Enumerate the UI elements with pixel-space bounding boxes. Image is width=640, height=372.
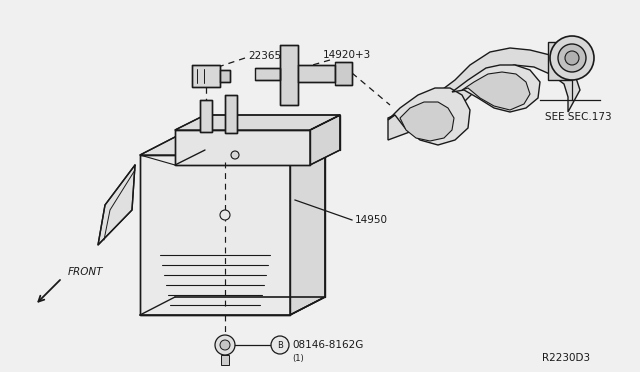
- Text: FRONT: FRONT: [68, 267, 104, 277]
- Text: 14950: 14950: [355, 215, 388, 225]
- Polygon shape: [290, 137, 325, 315]
- Text: SEE SEC.173: SEE SEC.173: [545, 112, 612, 122]
- Polygon shape: [221, 355, 229, 365]
- Text: 22365: 22365: [248, 51, 281, 61]
- Polygon shape: [298, 65, 335, 82]
- Polygon shape: [225, 95, 237, 133]
- Text: 08146-8162G: 08146-8162G: [292, 340, 364, 350]
- Polygon shape: [200, 100, 212, 132]
- Circle shape: [215, 335, 235, 355]
- Circle shape: [231, 151, 239, 159]
- Polygon shape: [255, 68, 280, 80]
- Polygon shape: [452, 65, 540, 112]
- Circle shape: [220, 340, 230, 350]
- Polygon shape: [388, 48, 580, 140]
- Polygon shape: [388, 88, 470, 145]
- Polygon shape: [140, 155, 290, 315]
- Circle shape: [271, 336, 289, 354]
- Polygon shape: [98, 165, 135, 245]
- Text: (1): (1): [292, 353, 304, 362]
- Polygon shape: [462, 72, 530, 110]
- Polygon shape: [280, 45, 298, 105]
- Circle shape: [565, 51, 579, 65]
- Polygon shape: [335, 62, 352, 85]
- Circle shape: [220, 210, 230, 220]
- Polygon shape: [310, 115, 340, 165]
- Polygon shape: [140, 137, 325, 155]
- Polygon shape: [175, 130, 310, 165]
- Polygon shape: [192, 65, 220, 87]
- Polygon shape: [548, 42, 572, 80]
- Circle shape: [558, 44, 586, 72]
- Circle shape: [550, 36, 594, 80]
- Polygon shape: [175, 115, 340, 130]
- Polygon shape: [220, 70, 230, 82]
- Polygon shape: [400, 102, 454, 141]
- Text: R2230D3: R2230D3: [542, 353, 590, 363]
- Text: B: B: [277, 340, 283, 350]
- Text: 14920+3: 14920+3: [323, 50, 371, 60]
